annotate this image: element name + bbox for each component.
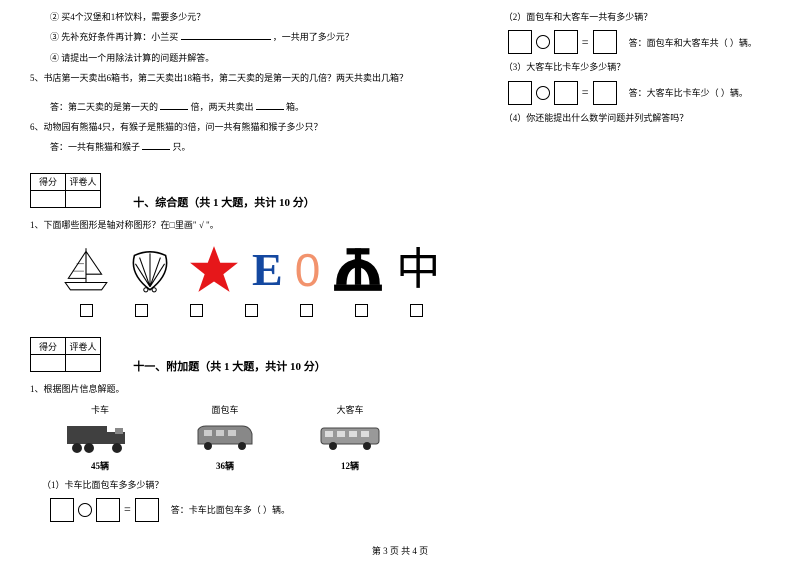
truck-count: 45辆	[50, 459, 150, 472]
star-icon	[188, 243, 240, 295]
vehicle-van: 面包车 36辆	[175, 403, 275, 472]
eq2-equals: =	[582, 35, 589, 50]
bus-count: 12辆	[300, 459, 400, 472]
letter-e: E	[252, 244, 283, 295]
shape-zhong: 中	[396, 244, 440, 296]
vehicles-row: 卡车 45辆 面包车	[30, 403, 474, 472]
checkbox-3[interactable]	[190, 304, 203, 317]
eq1-box2[interactable]	[96, 498, 120, 522]
question-2: ② 买4个汉堡和1杯饮料，需要多少元？	[30, 10, 474, 24]
sailboat-icon	[60, 243, 112, 295]
eq1-box1[interactable]	[50, 498, 74, 522]
sec11-sub4: （4）你还能提出什么数学问题并列式解答吗？	[504, 111, 770, 125]
q6-ans-b: 只。	[173, 142, 191, 152]
truck-label: 卡车	[50, 403, 150, 416]
equation-row-2: = 答：面包车和大客车共（ ）辆。	[508, 30, 770, 54]
question-4: ④ 请提出一个用除法计算的问题并解答。	[30, 51, 474, 65]
grader-cell[interactable]	[66, 190, 101, 207]
grader-header-11: 评卷人	[66, 338, 101, 355]
q6-blank[interactable]	[142, 140, 170, 150]
sec11-sub1-ans: 答：卡车比面包车多（ ）辆。	[171, 503, 290, 516]
page-container: ② 买4个汉堡和1杯饮料，需要多少元？ ③ 先补充好条件再计算：小兰买 ，一共用…	[0, 0, 800, 530]
vehicle-truck: 卡车 45辆	[50, 403, 150, 472]
checkbox-1[interactable]	[80, 304, 93, 317]
eq2-box1[interactable]	[508, 30, 532, 54]
sec11-sub3: （3）大客车比卡车少多少辆？	[504, 60, 770, 74]
eq1-op[interactable]	[78, 503, 92, 517]
q5-ans-a: 答：第二天卖的是第一天的	[50, 102, 158, 112]
checkbox-4[interactable]	[245, 304, 258, 317]
sec11-sub2: （2）面包车和大客车一共有多少辆？	[504, 10, 770, 24]
sec10-q1: 1、下面哪些图形是轴对称图形？在□里画" √ "。	[30, 218, 474, 232]
q5-blank1[interactable]	[160, 100, 188, 110]
eq3-box3[interactable]	[593, 81, 617, 105]
section-11-title: 十一、附加题（共 1 大题，共计 10 分）	[133, 358, 326, 374]
van-icon	[190, 420, 260, 455]
bus-icon	[315, 420, 385, 455]
q5-ans-b: 倍，两天共卖出	[191, 102, 254, 112]
sec11-sub1: （1）卡车比面包车多多少辆？	[30, 478, 474, 492]
checkbox-6[interactable]	[355, 304, 368, 317]
q5-blank2[interactable]	[256, 100, 284, 110]
score-header: 得分	[31, 173, 66, 190]
eq3-op[interactable]	[536, 86, 550, 100]
grader-cell-11[interactable]	[66, 355, 101, 372]
question-6: 6、动物园有熊猫4只，有猴子是熊猫的3倍，问一共有熊猫和猴子多少只？	[30, 120, 474, 134]
checkbox-2[interactable]	[135, 304, 148, 317]
eq2-op[interactable]	[536, 35, 550, 49]
equation-row-3: = 答：大客车比卡车少（ ）辆。	[508, 81, 770, 105]
digit-zero: 0	[295, 244, 321, 296]
truck-icon	[65, 420, 135, 455]
question-3: ③ 先补充好条件再计算：小兰买 ，一共用了多少元？	[30, 30, 474, 44]
shape-shell	[124, 243, 176, 297]
score-header-11: 得分	[31, 338, 66, 355]
eq1-equals: =	[124, 502, 131, 517]
shapes-row: E 0 中	[30, 240, 474, 300]
q5-answer: 答：第二天卖的是第一天的 倍，两天共卖出 箱。	[30, 100, 474, 114]
section-10-header: 得分 评卷人 十、综合题（共 1 大题，共计 10 分）	[30, 163, 474, 210]
score-cell[interactable]	[31, 190, 66, 207]
q5-ans-c: 箱。	[286, 102, 304, 112]
left-column: ② 买4个汉堡和1杯饮料，需要多少元？ ③ 先补充好条件再计算：小兰买 ，一共用…	[30, 10, 489, 530]
shell-icon	[124, 243, 176, 295]
sec11-sub3-ans: 答：大客车比卡车少（ ）辆。	[629, 86, 748, 99]
shape-star	[188, 243, 240, 297]
shape-sailboat	[60, 243, 112, 297]
char-zhong: 中	[396, 245, 440, 294]
shape-zero: 0	[295, 244, 321, 296]
right-column: （2）面包车和大客车一共有多少辆？ = 答：面包车和大客车共（ ）辆。 （3）大…	[489, 10, 770, 530]
score-table-11: 得分 评卷人	[30, 337, 101, 372]
vehicle-bus: 大客车 12辆	[300, 403, 400, 472]
van-label: 面包车	[175, 403, 275, 416]
eq3-box1[interactable]	[508, 81, 532, 105]
eq2-box3[interactable]	[593, 30, 617, 54]
eq3-equals: =	[582, 85, 589, 100]
van-count: 36辆	[175, 459, 275, 472]
question-5: 5、书店第一天卖出6箱书，第二天卖出18箱书，第二天卖的是第一天的几倍？两天共卖…	[30, 71, 474, 85]
q3-blank[interactable]	[181, 30, 271, 40]
railway-icon	[332, 243, 384, 295]
eq2-box2[interactable]	[554, 30, 578, 54]
sec11-q1: 1、根据图片信息解题。	[30, 382, 474, 396]
section-11-header: 得分 评卷人 十一、附加题（共 1 大题，共计 10 分）	[30, 327, 474, 374]
eq3-box2[interactable]	[554, 81, 578, 105]
q6-ans-a: 答：一共有熊猫和猴子	[50, 142, 140, 152]
q6-answer: 答：一共有熊猫和猴子 只。	[30, 140, 474, 154]
equation-row-1: = 答：卡车比面包车多（ ）辆。	[50, 498, 474, 522]
score-cell-11[interactable]	[31, 355, 66, 372]
grader-header: 评卷人	[66, 173, 101, 190]
bus-label: 大客车	[300, 403, 400, 416]
eq1-box3[interactable]	[135, 498, 159, 522]
checkbox-row	[30, 304, 474, 317]
shape-letter-e: E	[252, 244, 283, 296]
checkbox-5[interactable]	[300, 304, 313, 317]
q3-text-a: ③ 先补充好条件再计算：小兰买	[50, 32, 178, 42]
shape-railway	[332, 243, 384, 297]
page-number: 第 3 页 共 4 页	[0, 544, 800, 557]
checkbox-7[interactable]	[410, 304, 423, 317]
score-table-10: 得分 评卷人	[30, 173, 101, 208]
sec11-sub2-ans: 答：面包车和大客车共（ ）辆。	[629, 36, 757, 49]
section-10-title: 十、综合题（共 1 大题，共计 10 分）	[133, 194, 315, 210]
q3-text-b: ，一共用了多少元？	[273, 32, 354, 42]
